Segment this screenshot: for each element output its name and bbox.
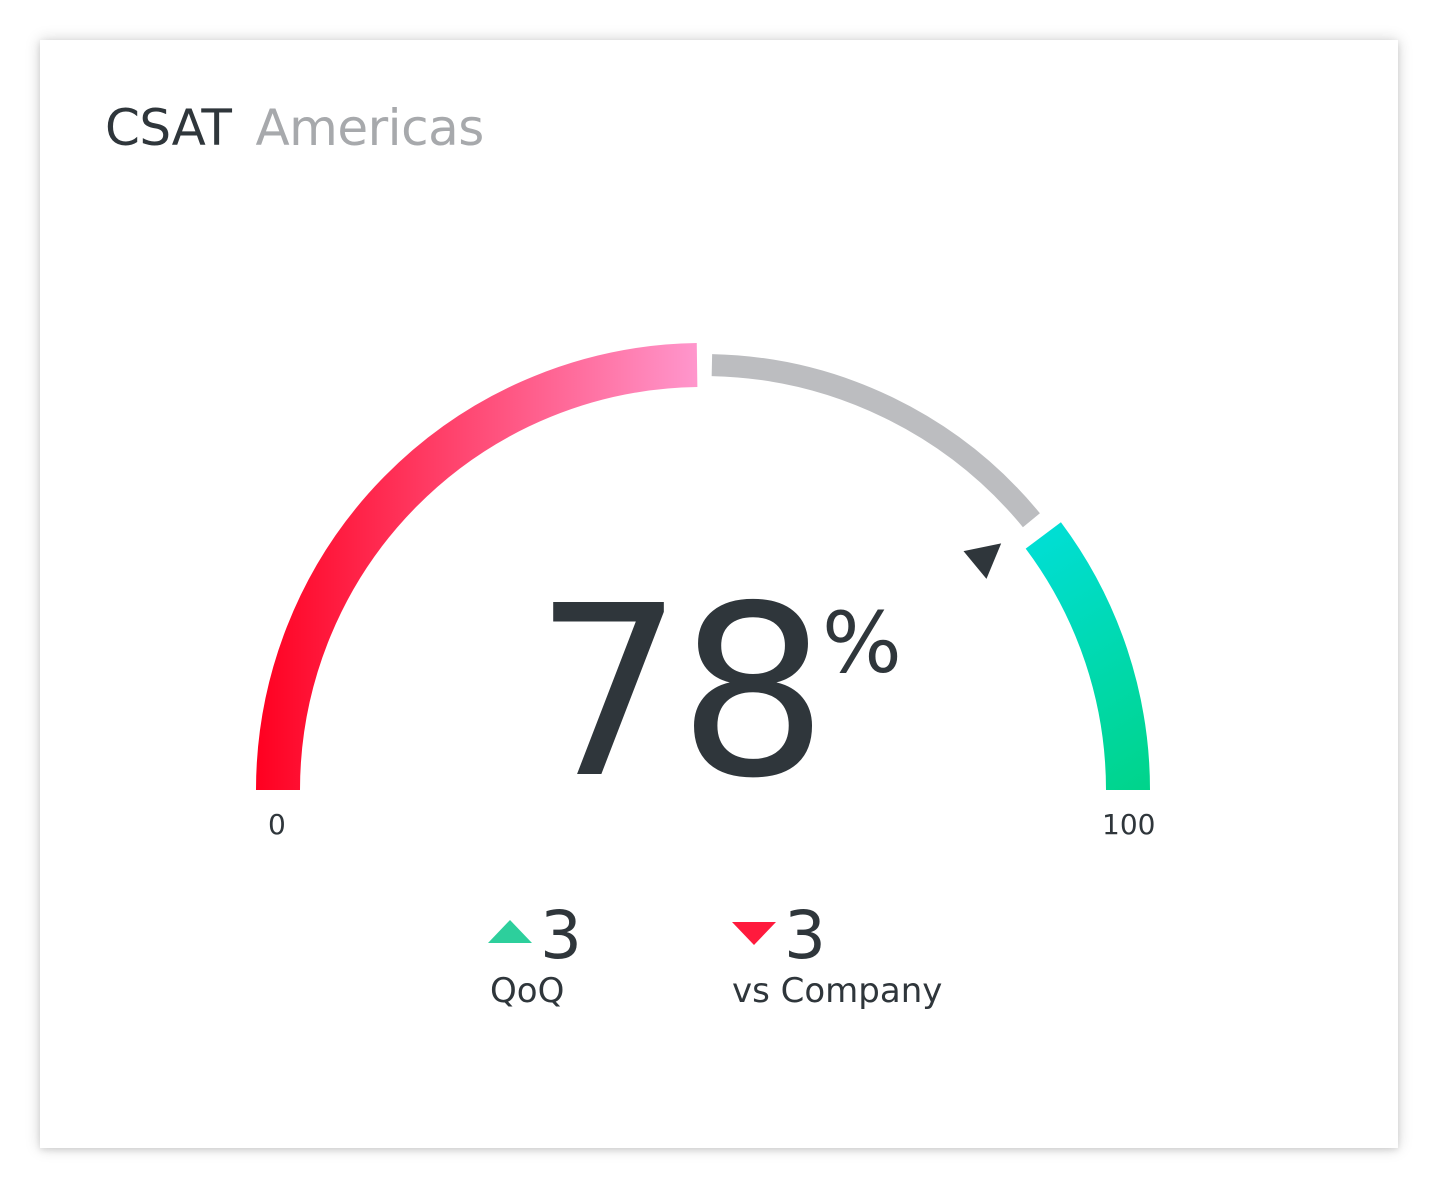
down-arrow-icon xyxy=(732,922,776,945)
gauge-band-low xyxy=(256,343,698,791)
card-title: CSAT Americas xyxy=(105,95,484,161)
gauge-value: 78 xyxy=(533,555,828,830)
vs-company-metric: 3 vs Company xyxy=(732,900,992,1020)
qoq-metric: 3 QoQ xyxy=(488,900,688,1020)
csat-card: CSAT Americas 78 % 0 100 3 QoQ 3 vs Compa… xyxy=(40,40,1398,1148)
vs-company-value: 3 xyxy=(784,897,826,974)
gauge-band-remaining xyxy=(711,354,1040,528)
gauge-band-high xyxy=(1025,522,1150,791)
scale-min-label: 0 xyxy=(268,808,286,841)
region-subtitle: Americas xyxy=(255,99,484,157)
gauge-unit: % xyxy=(822,594,902,692)
target-marker xyxy=(963,543,1002,579)
qoq-value: 3 xyxy=(540,897,582,974)
gauge-chart xyxy=(256,343,1150,791)
vs-company-label: vs Company xyxy=(732,971,943,1011)
up-arrow-icon xyxy=(488,920,532,943)
scale-max-label: 100 xyxy=(1102,808,1156,841)
title-text: CSAT xyxy=(105,99,232,157)
qoq-label: QoQ xyxy=(490,971,565,1011)
